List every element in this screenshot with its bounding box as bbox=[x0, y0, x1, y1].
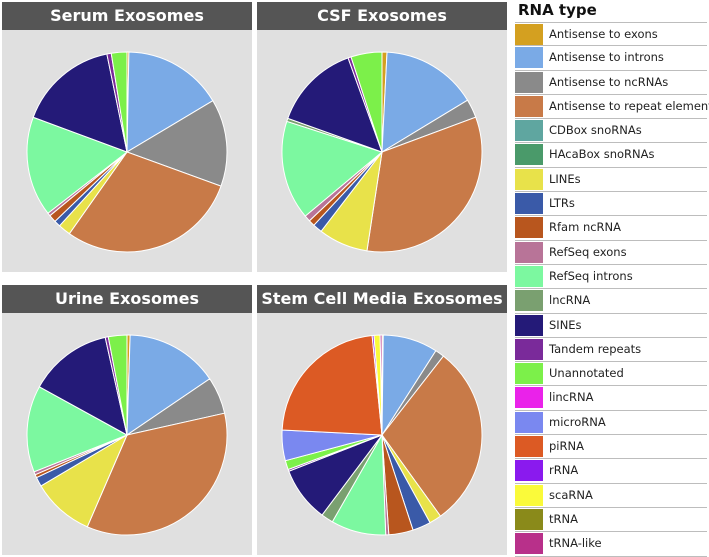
legend-item: Antisense to ncRNAs bbox=[515, 71, 707, 95]
legend-label: LTRs bbox=[549, 192, 575, 215]
legend-label: microRNA bbox=[549, 411, 606, 434]
legend-swatch bbox=[515, 460, 543, 481]
legend-label: lncRNA bbox=[549, 289, 590, 312]
legend-label: rRNA bbox=[549, 459, 578, 482]
legend-label: piRNA bbox=[549, 435, 584, 458]
legend-item: lncRNA bbox=[515, 289, 707, 313]
legend-item: scaRNA bbox=[515, 484, 707, 508]
legend-label: Rfam ncRNA bbox=[549, 216, 621, 239]
legend-label: RefSeq exons bbox=[549, 241, 627, 264]
legend-item: Antisense to exons bbox=[515, 22, 707, 46]
legend-label: LINEs bbox=[549, 168, 581, 191]
chart-title: Stem Cell Media Exosomes bbox=[257, 285, 507, 313]
legend-label: Tandem repeats bbox=[549, 338, 641, 361]
legend-label: tRNA bbox=[549, 508, 578, 531]
legend-swatch bbox=[515, 290, 543, 311]
legend-label: Antisense to repeat elements bbox=[549, 95, 709, 118]
legend-swatch bbox=[515, 193, 543, 214]
pie-chart-csf bbox=[257, 30, 507, 272]
legend-swatch bbox=[515, 120, 543, 141]
legend-item: Tandem repeats bbox=[515, 338, 707, 362]
legend-item: Antisense to repeat elements bbox=[515, 95, 707, 119]
legend-item: CDBox snoRNAs bbox=[515, 119, 707, 143]
legend-item: Rfam ncRNA bbox=[515, 216, 707, 240]
pie-slice bbox=[282, 335, 382, 435]
legend-swatch bbox=[515, 533, 543, 554]
legend-label: Antisense to ncRNAs bbox=[549, 71, 668, 94]
legend-item: lincRNA bbox=[515, 386, 707, 410]
legend-swatch bbox=[515, 242, 543, 263]
pie-area bbox=[2, 30, 252, 272]
legend: RNA type Antisense to exons Antisense to … bbox=[515, 0, 707, 557]
panel-stem-cell-media-exosomes: Stem Cell Media Exosomes bbox=[257, 285, 507, 555]
chart-title: Urine Exosomes bbox=[2, 285, 252, 313]
legend-item: tRNA-like bbox=[515, 532, 707, 556]
pie-chart-serum bbox=[2, 30, 252, 272]
legend-swatch bbox=[515, 509, 543, 530]
legend-label: scaRNA bbox=[549, 484, 593, 507]
legend-swatch bbox=[515, 144, 543, 165]
legend-label: Antisense to introns bbox=[549, 46, 664, 69]
pie-area bbox=[2, 313, 252, 555]
legend-item: SINEs bbox=[515, 314, 707, 338]
legend-item: RefSeq introns bbox=[515, 265, 707, 289]
legend-label: SINEs bbox=[549, 314, 582, 337]
legend-item: microRNA bbox=[515, 411, 707, 435]
chart-title: Serum Exosomes bbox=[2, 2, 252, 30]
legend-label: Antisense to exons bbox=[549, 23, 658, 46]
panel-urine-exosomes: Urine Exosomes bbox=[2, 285, 252, 555]
legend-swatch bbox=[515, 315, 543, 336]
legend-item: LINEs bbox=[515, 168, 707, 192]
legend-item: RefSeq exons bbox=[515, 241, 707, 265]
pie-area bbox=[257, 313, 507, 555]
legend-title: RNA type bbox=[515, 0, 707, 22]
legend-swatch bbox=[515, 387, 543, 408]
legend-item: HAcaBox snoRNAs bbox=[515, 143, 707, 167]
chart-title: CSF Exosomes bbox=[257, 2, 507, 30]
legend-label: RefSeq introns bbox=[549, 265, 633, 288]
legend-item: rRNA bbox=[515, 459, 707, 483]
legend-swatch bbox=[515, 47, 543, 68]
pie-area bbox=[257, 30, 507, 272]
legend-swatch bbox=[515, 24, 543, 45]
legend-swatch bbox=[515, 266, 543, 287]
legend-swatch bbox=[515, 96, 543, 117]
legend-item: LTRs bbox=[515, 192, 707, 216]
legend-label: Unannotated bbox=[549, 362, 624, 385]
legend-label: CDBox snoRNAs bbox=[549, 119, 642, 142]
pie-chart-stem-cell bbox=[257, 313, 507, 555]
legend-item: piRNA bbox=[515, 435, 707, 459]
panel-serum-exosomes: Serum Exosomes bbox=[2, 2, 252, 272]
legend-item: tRNA bbox=[515, 508, 707, 532]
legend-swatch bbox=[515, 412, 543, 433]
legend-label: HAcaBox snoRNAs bbox=[549, 143, 654, 166]
pie-chart-urine bbox=[2, 313, 252, 555]
legend-items: Antisense to exons Antisense to introns An… bbox=[515, 22, 707, 557]
legend-swatch bbox=[515, 485, 543, 506]
legend-item: Unannotated bbox=[515, 362, 707, 386]
legend-label: tRNA-like bbox=[549, 532, 602, 555]
legend-label: lincRNA bbox=[549, 386, 593, 409]
legend-swatch bbox=[515, 217, 543, 238]
legend-swatch bbox=[515, 339, 543, 360]
legend-item: Antisense to introns bbox=[515, 46, 707, 70]
legend-swatch bbox=[515, 436, 543, 457]
legend-swatch bbox=[515, 363, 543, 384]
legend-swatch bbox=[515, 169, 543, 190]
panel-csf-exosomes: CSF Exosomes bbox=[257, 2, 507, 272]
legend-swatch bbox=[515, 72, 543, 93]
